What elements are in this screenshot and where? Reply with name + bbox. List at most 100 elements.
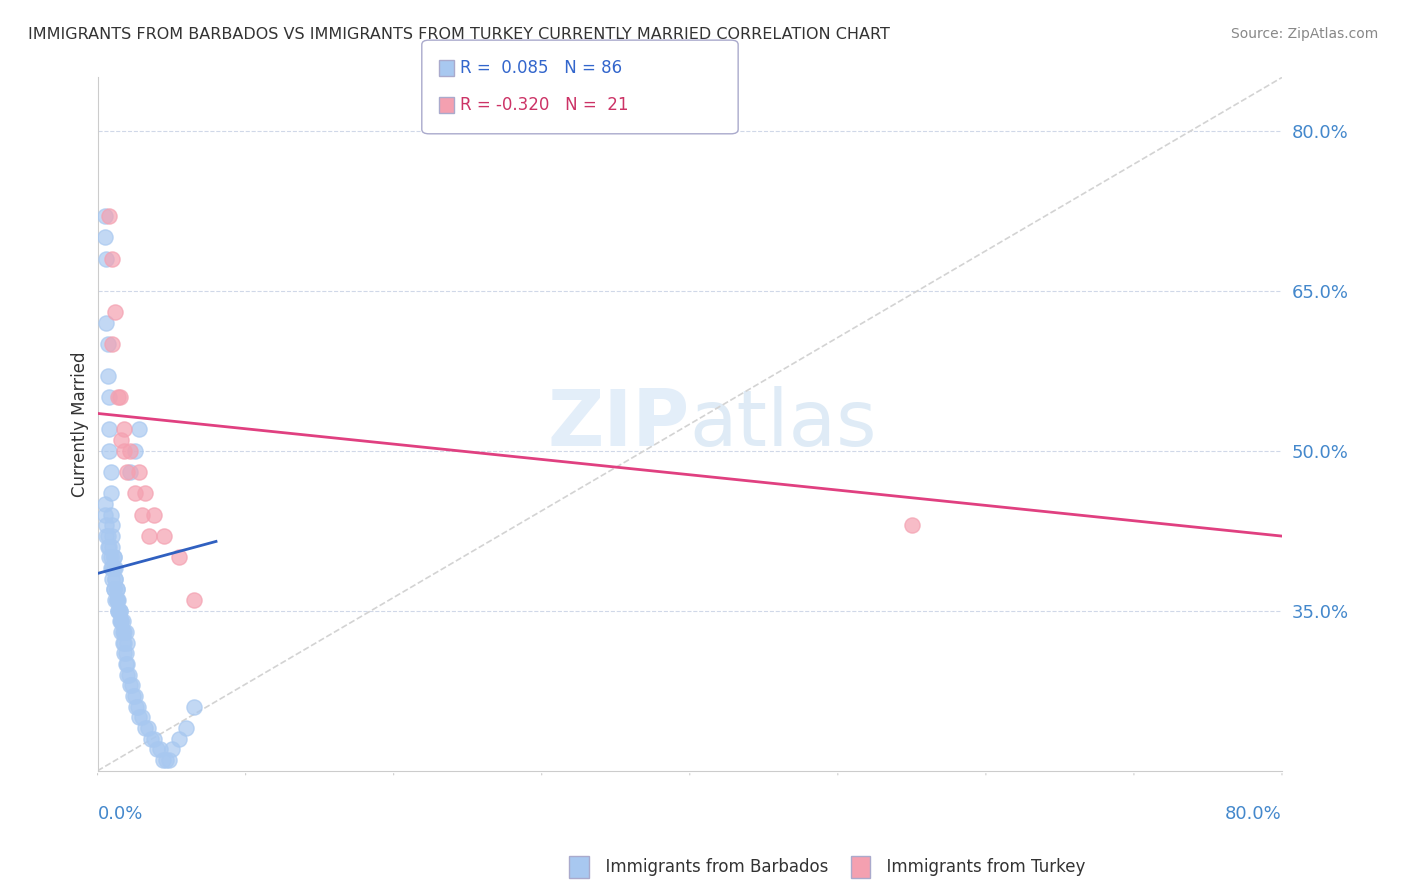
Point [115,657,138,671]
Point [104,305,127,319]
Point [176,721,198,735]
Point [96,529,118,543]
Point [152,753,174,767]
Point [94,497,117,511]
Point [131,710,153,724]
Point [111,625,134,640]
Point [101,561,124,575]
Point [115,667,138,681]
Point [160,742,183,756]
Point [167,550,190,565]
Point [114,657,136,671]
Point [94,508,117,522]
Point [120,465,142,479]
Point [98,550,121,565]
Point [127,699,149,714]
Point [124,486,146,500]
Point [103,550,125,565]
Point [104,572,127,586]
Point [105,582,128,597]
Point [98,443,121,458]
Point [96,252,118,266]
Point [120,678,142,692]
Point [110,615,132,629]
Point [110,625,132,640]
Point [110,615,132,629]
Point [128,710,150,724]
Point [121,678,143,692]
Point [124,689,146,703]
Point [112,625,135,640]
Point [901,518,924,533]
Text: Immigrants from Turkey: Immigrants from Turkey [876,858,1085,876]
Point [101,540,124,554]
Point [111,615,134,629]
Point [107,391,129,405]
Text: R = -0.320   N =  21: R = -0.320 N = 21 [460,96,628,114]
Point [105,582,128,597]
Text: R =  0.085   N = 86: R = 0.085 N = 86 [460,59,621,77]
Point [96,518,118,533]
Point [124,443,146,458]
Point [103,561,125,575]
Point [107,604,129,618]
Point [98,422,121,436]
Point [183,593,205,607]
Point [108,604,131,618]
Point [118,667,141,681]
Point [125,699,148,714]
Point [101,529,124,543]
Point [97,540,120,554]
Point [114,625,136,640]
Point [136,721,159,735]
Point [112,647,135,661]
Text: atlas: atlas [690,386,877,462]
Point [101,252,124,266]
Point [167,731,190,746]
Point [100,486,122,500]
Point [115,636,138,650]
Point [97,529,120,543]
Point [139,731,162,746]
Point [115,465,138,479]
Point [142,731,165,746]
Point [97,369,120,384]
Point [146,742,169,756]
Point [114,647,136,661]
Point [101,572,124,586]
Point [104,561,127,575]
Point [112,636,135,650]
Point [134,486,156,500]
Point [100,550,122,565]
Point [104,572,127,586]
Point [111,636,134,650]
Point [149,742,172,756]
Text: Immigrants from Barbados: Immigrants from Barbados [595,858,828,876]
Point [105,593,128,607]
Text: ZIP: ZIP [547,386,690,462]
Point [94,230,117,244]
Point [97,337,120,351]
Point [98,391,121,405]
Point [103,582,125,597]
Point [103,550,125,565]
Point [105,593,128,607]
Point [108,391,131,405]
Text: IMMIGRANTS FROM BARBADOS VS IMMIGRANTS FROM TURKEY CURRENTLY MARRIED CORRELATION: IMMIGRANTS FROM BARBADOS VS IMMIGRANTS F… [28,27,890,42]
Point [98,209,121,223]
Point [100,508,122,522]
Point [134,721,156,735]
Point [108,615,131,629]
Point [104,593,127,607]
Point [153,529,176,543]
Text: Source: ZipAtlas.com: Source: ZipAtlas.com [1230,27,1378,41]
Point [100,465,122,479]
Point [138,529,160,543]
Point [110,433,132,447]
Point [98,540,121,554]
Point [103,582,125,597]
Point [107,593,129,607]
Point [155,753,177,767]
Point [112,422,135,436]
Point [101,337,124,351]
